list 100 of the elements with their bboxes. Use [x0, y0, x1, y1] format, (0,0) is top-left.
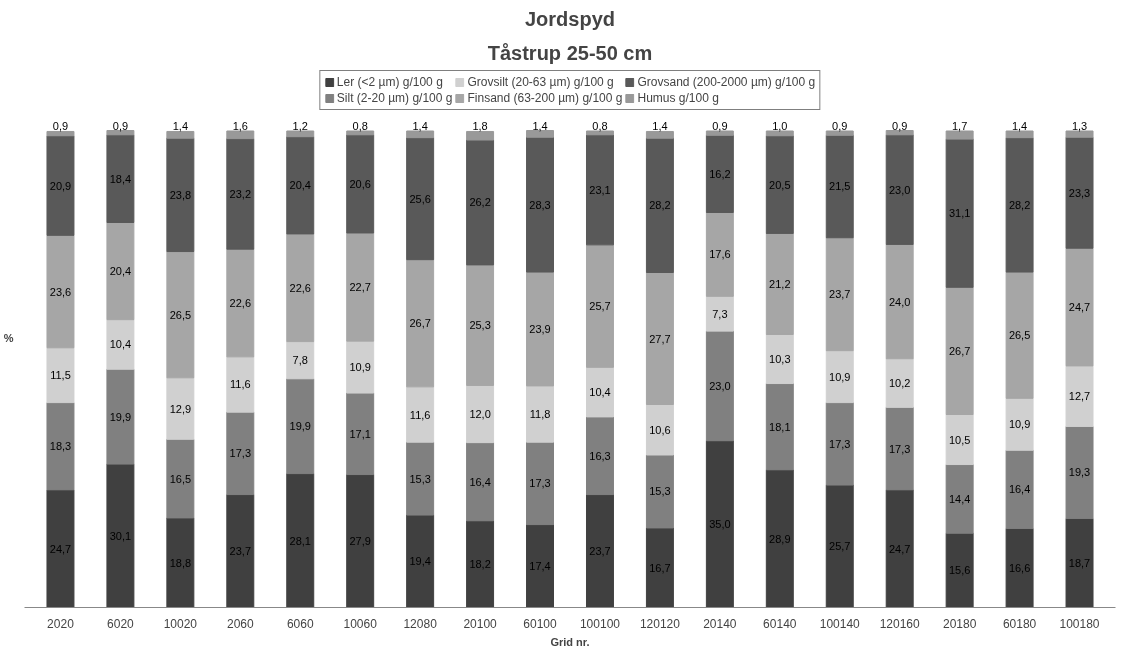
- x-tick-label: 2060: [226, 616, 254, 631]
- bar: [585, 494, 614, 608]
- data-label: 24,0: [888, 295, 911, 308]
- bar: [286, 136, 315, 235]
- data-label: 18,7: [1068, 556, 1091, 569]
- data-label: 16,5: [169, 472, 192, 485]
- bar: [945, 286, 974, 416]
- bar: [945, 138, 974, 288]
- bar: [645, 454, 674, 529]
- bar: [1065, 247, 1094, 367]
- x-tick-label: 6020: [107, 616, 135, 631]
- data-label: 17,1: [349, 427, 371, 440]
- x-tick-label: 100180: [1059, 616, 1100, 631]
- data-label: 12,9: [169, 402, 192, 415]
- bar: [705, 330, 734, 442]
- data-label: 1,0: [772, 119, 788, 132]
- bar: [885, 243, 914, 360]
- bar: [885, 406, 914, 491]
- bar: [1005, 137, 1034, 273]
- data-label: 28,9: [769, 532, 791, 545]
- bar: [585, 130, 614, 136]
- bar: [346, 232, 375, 342]
- data-label: 17,3: [229, 447, 252, 460]
- bar: [226, 411, 255, 496]
- y-axis-title: %: [3, 332, 14, 344]
- bar: [1005, 449, 1034, 529]
- data-label: 23,6: [49, 285, 72, 298]
- bar: [466, 139, 495, 266]
- bar: [765, 232, 794, 335]
- bar: [286, 473, 315, 608]
- bar: [705, 440, 734, 608]
- bar: [526, 271, 555, 387]
- data-label: 19,9: [109, 410, 132, 423]
- data-label: 22,6: [289, 281, 311, 294]
- bar: [825, 402, 854, 486]
- data-label: 26,7: [948, 344, 971, 357]
- data-label: 17,3: [829, 437, 851, 450]
- data-label: 26,5: [169, 308, 192, 321]
- x-tick-label: 12080: [403, 616, 438, 631]
- data-label: 28,1: [289, 534, 311, 547]
- data-label: 17,3: [888, 442, 911, 455]
- bar: [166, 377, 195, 440]
- data-label: 16,4: [1008, 483, 1031, 496]
- bar: [526, 385, 555, 443]
- bar: [226, 356, 255, 413]
- bar: [945, 532, 974, 608]
- bar: [466, 520, 495, 608]
- bar: [286, 341, 315, 380]
- data-label: 20,4: [109, 265, 132, 278]
- data-label: 20,6: [349, 177, 371, 190]
- x-tick-label: 60140: [763, 616, 797, 631]
- data-label: 10,4: [589, 386, 611, 399]
- data-label: 0,8: [592, 119, 608, 132]
- bar: [705, 134, 734, 213]
- data-label: 11,5: [50, 369, 71, 382]
- bar: [346, 474, 375, 608]
- bar: [645, 527, 674, 608]
- data-label: 18,4: [109, 172, 132, 185]
- data-label: 10,2: [888, 377, 911, 390]
- data-label: 28,3: [529, 198, 551, 211]
- data-label: 23,8: [169, 188, 192, 201]
- data-label: 25,6: [409, 192, 431, 205]
- x-tick-label: 10020: [163, 616, 198, 631]
- bar: [825, 484, 854, 608]
- bar: [1065, 517, 1094, 608]
- bar: [46, 130, 75, 137]
- bar: [106, 319, 135, 370]
- bar: [166, 438, 195, 519]
- data-label: 23,1: [589, 183, 611, 196]
- bar: [765, 333, 794, 385]
- bar: [825, 350, 854, 404]
- bar: [166, 130, 195, 139]
- legend-label: Finsand (63-200 µm) g/100 g: [467, 91, 623, 105]
- data-label: 15,3: [409, 472, 431, 485]
- bar: [1065, 136, 1094, 249]
- bar: [406, 514, 435, 608]
- bar: [226, 130, 255, 140]
- data-label: 24,7: [49, 542, 72, 555]
- data-label: 25,3: [469, 319, 491, 332]
- bar: [226, 494, 255, 608]
- data-label: 27,9: [349, 535, 371, 548]
- data-label: 1,3: [1071, 119, 1088, 132]
- data-label: 16,6: [1008, 561, 1031, 574]
- bar: [885, 130, 914, 136]
- bar: [346, 392, 375, 476]
- data-label: 24,7: [888, 542, 911, 555]
- data-label: 31,1: [948, 207, 971, 220]
- data-label: 10,9: [829, 370, 851, 383]
- x-tick-label: 120120: [639, 616, 681, 631]
- legend-label: Silt (2-20 µm) g/100 g: [336, 91, 453, 105]
- bar: [526, 524, 555, 608]
- bar: [46, 234, 75, 349]
- data-label: 21,5: [829, 180, 851, 193]
- x-tick-label: 100100: [579, 616, 621, 631]
- data-label: 16,4: [469, 475, 491, 488]
- bar: [466, 442, 495, 522]
- data-label: 18,8: [169, 556, 192, 569]
- legend-label: Grovsilt (20-63 µm) g/100 g: [467, 75, 614, 89]
- x-tick-label: 6060: [286, 616, 314, 631]
- data-label: 0,9: [712, 119, 728, 132]
